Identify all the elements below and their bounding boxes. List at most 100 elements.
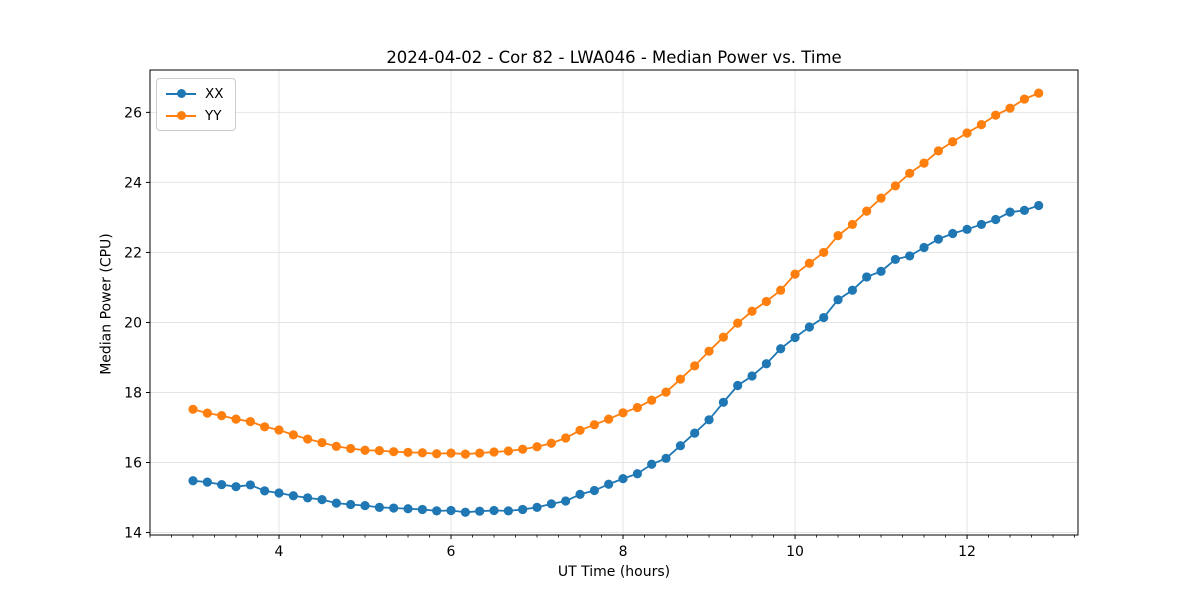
series-YY-point — [1005, 103, 1015, 113]
series-YY-point — [905, 168, 915, 178]
series-YY-point — [446, 448, 456, 458]
series-YY-point — [862, 206, 872, 216]
series-YY-point — [661, 387, 671, 397]
series-XX-point — [217, 479, 227, 490]
series-YY-point — [489, 447, 499, 457]
series-XX-point — [1019, 205, 1030, 216]
series-XX-point — [317, 495, 327, 505]
series-YY-point — [718, 332, 728, 342]
series-YY-point — [1034, 88, 1044, 98]
series-XX-point — [389, 503, 399, 513]
y-tick-label: 18 — [124, 385, 142, 401]
series-XX-point — [546, 499, 556, 509]
series-XX-point — [618, 474, 628, 484]
series-YY-point — [804, 258, 815, 268]
series-XX-point — [288, 491, 298, 501]
x-tick-label: 6 — [447, 544, 456, 560]
series-YY-point — [202, 408, 212, 418]
series-XX-point — [360, 500, 370, 511]
series-YY-point — [776, 285, 786, 295]
series-XX-point — [790, 332, 800, 343]
legend-item-yy: YY — [166, 106, 224, 125]
series-XX-point — [403, 504, 413, 514]
series-XX-point — [905, 251, 915, 261]
series-XX-point — [647, 459, 657, 469]
legend-label-xx: XX — [205, 85, 224, 102]
series-YY-point — [790, 269, 800, 279]
series-YY-point — [288, 430, 298, 440]
plot-border — [149, 69, 1079, 536]
legend-label-yy: YY — [205, 107, 222, 124]
series-XX-point — [331, 498, 341, 508]
series-YY-point — [761, 296, 772, 307]
series-XX-point — [561, 496, 571, 506]
series-XX-point — [704, 415, 714, 425]
series-XX-point — [475, 506, 485, 516]
series-YY-point — [632, 402, 642, 413]
series-XX-point — [245, 480, 255, 490]
series-XX-point — [718, 397, 728, 407]
series-XX-point — [346, 499, 356, 510]
series-YY-point — [833, 231, 843, 241]
series-XX-point — [761, 359, 772, 369]
series-YY-point — [675, 374, 685, 384]
series-YY-point — [346, 443, 356, 454]
series-XX-point — [446, 505, 456, 516]
series-YY-point — [991, 110, 1001, 120]
legend-swatch-yy-icon — [166, 110, 196, 121]
series-YY-point — [647, 395, 657, 405]
series-XX-point — [532, 502, 542, 512]
x-tick-label: 8 — [619, 544, 628, 560]
series-XX-point — [417, 504, 427, 515]
series-XX-point — [919, 242, 929, 253]
series-YY-point — [589, 420, 599, 430]
series-YY-point — [317, 437, 327, 448]
series-YY-point — [360, 445, 370, 455]
series-XX-point — [303, 493, 313, 503]
series-XX-point — [933, 234, 944, 244]
x-tick-label: 10 — [786, 544, 804, 560]
series-XX-point — [374, 502, 384, 512]
series-YY-point — [460, 449, 470, 459]
x-axis-label: UT Time (hours) — [557, 564, 671, 580]
series-YY-point — [618, 408, 628, 418]
series-XX-point — [604, 479, 614, 489]
y-tick-label: 14 — [124, 526, 142, 542]
series-YY-point — [188, 404, 198, 414]
series-YY-point — [403, 447, 413, 457]
series-YY-point — [575, 425, 585, 435]
series-YY-point — [546, 438, 556, 448]
series-XX-point — [819, 312, 829, 323]
series-XX-point — [747, 371, 757, 381]
series-XX-point — [690, 428, 700, 438]
series-YY-point — [331, 441, 341, 452]
series-YY-point — [245, 416, 255, 427]
series-XX-point — [733, 380, 743, 391]
series-YY-point — [274, 425, 284, 435]
y-tick-label: 22 — [124, 245, 142, 261]
series-XX-point — [890, 254, 901, 265]
series-YY-point — [231, 414, 241, 424]
series-YY-point — [1019, 94, 1030, 104]
series-XX-point — [503, 506, 513, 516]
series-YY-point — [374, 446, 384, 456]
series-YY-point — [847, 219, 858, 230]
series-XX-point — [862, 272, 872, 282]
series-XX-point — [575, 489, 585, 499]
series-YY-point — [876, 193, 886, 203]
series-YY-point — [976, 120, 987, 130]
series-XX-point — [962, 224, 972, 234]
series-XX-point — [632, 469, 642, 479]
y-tick-label: 16 — [124, 456, 142, 472]
series-XX-point — [202, 477, 212, 487]
series-YY-point — [948, 137, 958, 147]
series-YY-point — [417, 448, 427, 458]
series-YY-point — [819, 247, 829, 258]
series-YY-point — [532, 442, 542, 452]
series-YY-point — [217, 410, 227, 421]
series-XX-point — [260, 486, 270, 496]
series-YY-point — [260, 422, 270, 432]
y-tick-label: 24 — [124, 175, 142, 191]
series-XX-point — [589, 485, 599, 496]
